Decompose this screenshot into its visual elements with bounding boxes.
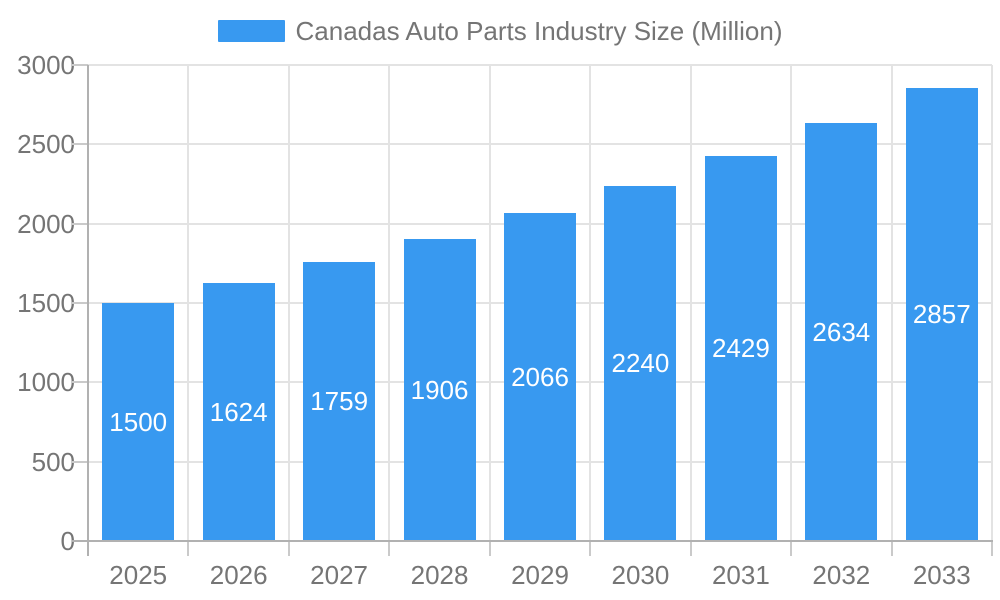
v-gridline [488,65,491,541]
bar-2025[interactable]: 1500 [102,303,175,541]
bar-2028[interactable]: 1906 [403,238,476,541]
x-tick-label: 2026 [209,560,268,590]
bar-2026[interactable]: 1624 [202,283,275,541]
y-tick-label: 1500 [17,288,75,318]
legend-swatch [217,20,285,42]
bar-2031[interactable]: 2429 [704,155,777,541]
bar-value-label: 1906 [410,374,469,405]
h-gridline [88,64,992,66]
y-tick-label: 500 [31,446,75,477]
v-gridline [589,65,592,541]
y-tick-label: 0 [60,526,75,556]
y-tick-mark [72,460,88,463]
bar-value-label: 2240 [611,348,670,379]
y-tick-mark [72,143,88,146]
x-tick-mark [287,541,290,556]
legend-label: Canadas Auto Parts Industry Size (Millio… [295,16,783,46]
x-tick-mark [388,541,391,556]
x-tick-label: 2027 [310,560,369,590]
bar-2033[interactable]: 2857 [905,87,978,541]
x-tick-label: 2033 [912,560,971,590]
x-tick-label: 2031 [711,560,770,590]
h-gridline [88,143,992,146]
y-tick-label: 3000 [17,50,75,80]
legend-item[interactable]: Canadas Auto Parts Industry Size (Millio… [0,17,1000,45]
x-tick-mark [991,541,993,556]
x-axis-line [72,540,993,542]
x-tick-label: 2032 [812,560,871,590]
bar-2032[interactable]: 2634 [805,123,878,541]
v-gridline [689,65,692,541]
y-tick-mark [72,64,88,66]
bar-2027[interactable]: 1759 [303,261,376,541]
y-tick-mark [72,302,88,304]
y-tick-label: 1000 [17,367,75,398]
x-tick-mark [488,541,491,556]
x-tick-mark [187,541,190,556]
y-tick-mark [72,381,88,384]
bar-value-label: 2066 [511,362,569,393]
x-tick-mark [790,541,793,556]
x-tick-mark [890,541,893,556]
y-axis-labels: 0 500 1000 1500 2000 2500 3000 [0,0,75,600]
y-tick-mark [72,222,88,225]
plot-area: 1500 1624 1759 1906 2066 2240 2429 2634 2857 [88,64,993,541]
bar-value-label: 1759 [310,386,369,417]
v-gridline [187,65,190,541]
bar-2030[interactable]: 2240 [604,185,677,541]
x-tick-label: 2030 [611,560,670,590]
v-gridline [287,65,290,541]
v-gridline [790,65,793,541]
v-gridline [388,65,391,541]
x-tick-label: 2029 [511,560,569,590]
bar-value-label: 2429 [711,333,770,364]
y-tick-label: 2500 [17,129,75,160]
x-tick-label: 2028 [410,560,469,590]
y-tick-label: 2000 [17,208,75,239]
v-gridline [991,65,993,541]
bar-value-label: 2857 [912,299,971,330]
x-tick-mark [689,541,692,556]
v-gridline [890,65,893,541]
bar-value-label: 1624 [209,397,268,428]
bar-2029[interactable]: 2066 [504,213,576,541]
x-tick-mark [589,541,592,556]
bar-value-label: 2634 [812,317,871,348]
x-tick-label: 2025 [109,560,168,590]
bar-value-label: 1500 [109,407,168,437]
y-axis-line [87,65,89,556]
